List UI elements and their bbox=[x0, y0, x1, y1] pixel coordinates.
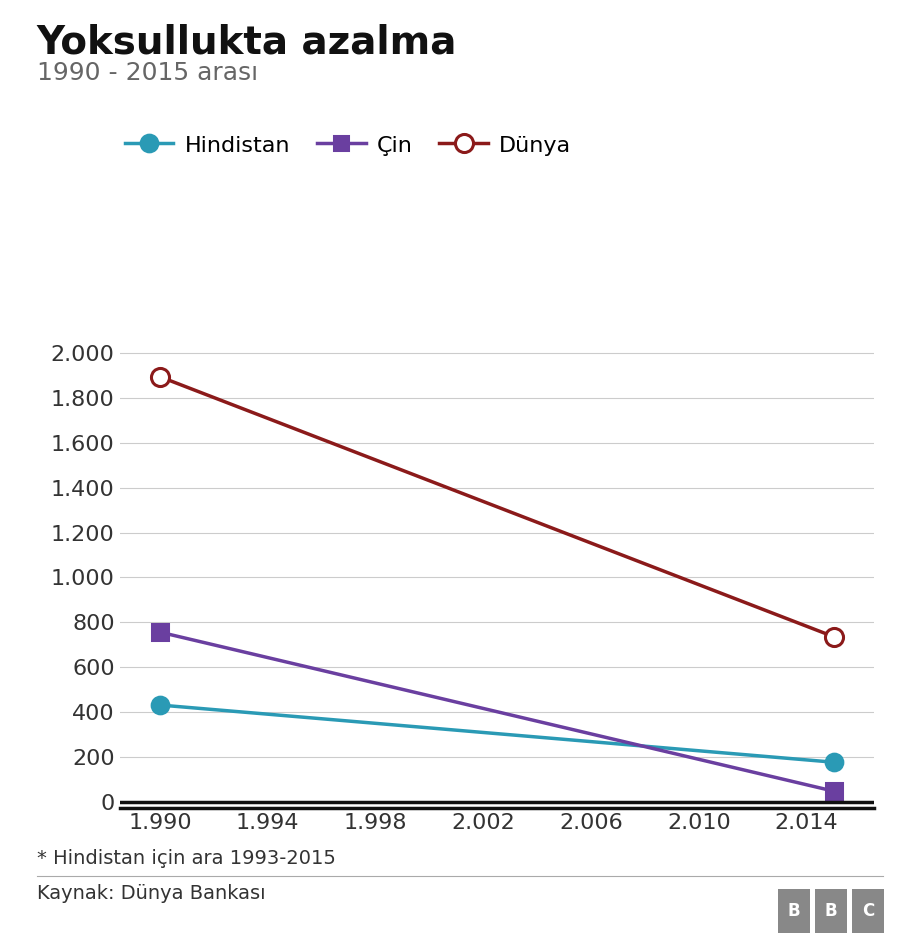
Text: Yoksullukta azalma: Yoksullukta azalma bbox=[37, 24, 457, 61]
Text: * Hindistan için ara 1993-2015: * Hindistan için ara 1993-2015 bbox=[37, 849, 335, 868]
Text: Kaynak: Dünya Bankası: Kaynak: Dünya Bankası bbox=[37, 884, 266, 902]
FancyBboxPatch shape bbox=[777, 889, 809, 932]
Text: C: C bbox=[861, 901, 873, 920]
Text: 1990 - 2015 arası: 1990 - 2015 arası bbox=[37, 61, 257, 86]
Text: B: B bbox=[787, 901, 800, 920]
Legend: Hindistan, Çin, Dünya: Hindistan, Çin, Dünya bbox=[116, 125, 580, 164]
FancyBboxPatch shape bbox=[851, 889, 883, 932]
Text: B: B bbox=[823, 901, 836, 920]
FancyBboxPatch shape bbox=[814, 889, 846, 932]
